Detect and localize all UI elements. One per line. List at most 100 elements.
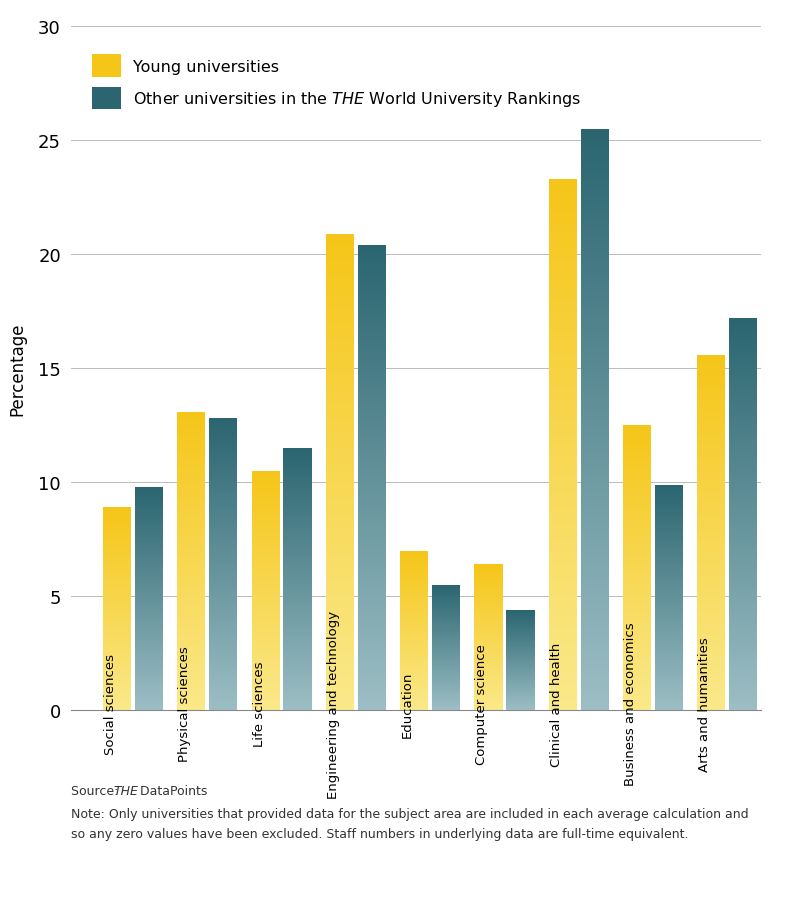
Bar: [209, 487, 237, 489]
Bar: [251, 546, 279, 547]
Bar: [623, 516, 651, 517]
Bar: [177, 552, 206, 554]
Bar: [697, 473, 725, 475]
Bar: [581, 190, 609, 194]
Bar: [581, 466, 609, 469]
Bar: [209, 429, 237, 431]
Bar: [326, 259, 354, 261]
Bar: [103, 516, 131, 517]
Bar: [655, 496, 683, 497]
Bar: [581, 449, 609, 452]
Bar: [209, 486, 237, 487]
Bar: [135, 596, 163, 597]
Bar: [103, 597, 131, 599]
Bar: [729, 348, 758, 350]
Bar: [697, 581, 725, 583]
Bar: [283, 522, 312, 523]
Bar: [581, 209, 609, 211]
Bar: [326, 663, 354, 665]
Bar: [209, 475, 237, 476]
Bar: [697, 387, 725, 389]
Bar: [135, 562, 163, 563]
Bar: [103, 586, 131, 587]
Bar: [283, 531, 312, 532]
Bar: [581, 632, 609, 635]
Bar: [549, 292, 577, 294]
Bar: [549, 451, 577, 453]
Bar: [581, 530, 609, 534]
Bar: [283, 500, 312, 501]
Bar: [209, 454, 237, 456]
Bar: [655, 615, 683, 616]
Bar: [358, 411, 386, 414]
Bar: [655, 544, 683, 545]
Bar: [209, 679, 237, 680]
Bar: [251, 509, 279, 511]
Bar: [283, 691, 312, 692]
Bar: [655, 503, 683, 505]
Bar: [623, 506, 651, 507]
Bar: [177, 442, 206, 444]
Bar: [549, 419, 577, 422]
Bar: [103, 607, 131, 609]
Bar: [358, 279, 386, 281]
Bar: [581, 496, 609, 498]
Bar: [697, 619, 725, 620]
Bar: [623, 458, 651, 460]
Bar: [623, 605, 651, 607]
Bar: [623, 559, 651, 561]
Bar: [103, 694, 131, 695]
Bar: [581, 429, 609, 432]
Bar: [209, 676, 237, 677]
Bar: [251, 580, 279, 581]
Bar: [326, 427, 354, 430]
Bar: [326, 247, 354, 249]
Bar: [135, 566, 163, 567]
Bar: [655, 686, 683, 687]
Bar: [103, 624, 131, 626]
Bar: [135, 571, 163, 572]
Bar: [326, 454, 354, 456]
Bar: [103, 575, 131, 576]
Bar: [251, 507, 279, 508]
Bar: [549, 472, 577, 475]
Bar: [103, 602, 131, 603]
Bar: [103, 611, 131, 612]
Bar: [358, 564, 386, 567]
Bar: [729, 638, 758, 640]
Bar: [103, 548, 131, 549]
Bar: [326, 547, 354, 548]
Bar: [655, 531, 683, 532]
Bar: [358, 648, 386, 650]
Bar: [623, 504, 651, 506]
Bar: [326, 558, 354, 560]
Bar: [251, 567, 279, 568]
Bar: [549, 326, 577, 329]
Bar: [209, 543, 237, 545]
Bar: [326, 308, 354, 311]
Bar: [729, 505, 758, 507]
Bar: [623, 667, 651, 668]
Bar: [209, 526, 237, 527]
Bar: [326, 333, 354, 334]
Bar: [623, 513, 651, 514]
Bar: [581, 551, 609, 554]
Bar: [103, 534, 131, 536]
Bar: [283, 474, 312, 475]
Bar: [655, 588, 683, 589]
Bar: [623, 637, 651, 638]
Bar: [283, 626, 312, 627]
Bar: [209, 701, 237, 703]
Bar: [697, 368, 725, 370]
Bar: [326, 672, 354, 675]
Bar: [623, 571, 651, 572]
Bar: [358, 408, 386, 411]
Bar: [251, 666, 279, 668]
Bar: [135, 489, 163, 491]
Bar: [209, 501, 237, 502]
Bar: [103, 615, 131, 617]
Bar: [729, 624, 758, 627]
Bar: [697, 578, 725, 579]
Bar: [581, 655, 609, 659]
Bar: [283, 593, 312, 594]
